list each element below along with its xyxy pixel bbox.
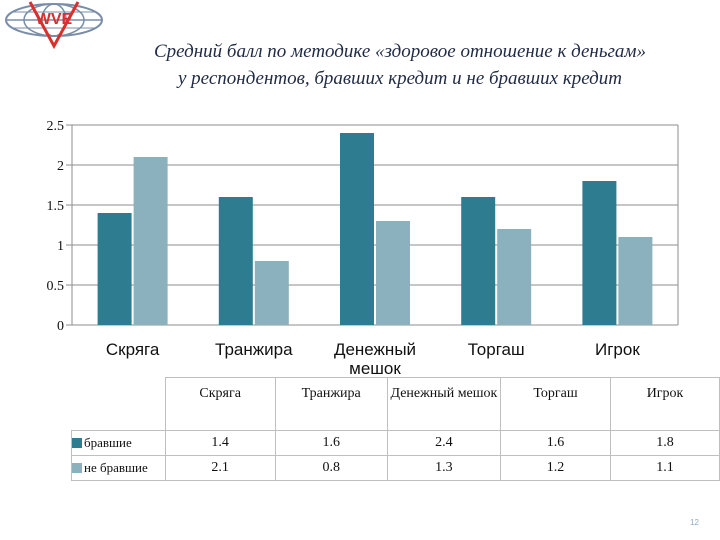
table-header-cell: Торгаш bbox=[499, 377, 612, 431]
table-row-label: не бравшие bbox=[71, 455, 166, 481]
table-cell: 1.6 bbox=[499, 430, 612, 456]
table-cell: 1.2 bbox=[499, 455, 612, 481]
x-category-label: Скряга bbox=[106, 340, 160, 359]
table-cell: 2.1 bbox=[164, 455, 276, 481]
y-tick-label: 1 bbox=[57, 239, 64, 254]
logo: WVE bbox=[5, 1, 103, 50]
table-header-row: Скряга Транжира Денежный мешок Торгаш Иг… bbox=[71, 377, 720, 431]
slide-title-line-1: Средний балл по методике «здоровое отнош… bbox=[153, 41, 647, 62]
bar bbox=[133, 157, 168, 325]
table-cell: 0.8 bbox=[274, 455, 388, 481]
bar bbox=[376, 221, 410, 325]
x-category-label: мешок bbox=[349, 359, 401, 378]
x-category-label: Транжира bbox=[215, 340, 293, 359]
slide-title: Средний балл по методике «здоровое отнош… bbox=[100, 38, 700, 92]
bar bbox=[97, 213, 132, 325]
table-header-cell: Скряга bbox=[164, 377, 276, 431]
table-header-cell: Игрок bbox=[610, 377, 720, 431]
table-header-cell: Транжира bbox=[274, 377, 388, 431]
y-tick-label: 2 bbox=[57, 159, 64, 174]
table-row-label: бравшие bbox=[71, 430, 166, 456]
globe-icon bbox=[5, 1, 103, 50]
legend-label: бравшие bbox=[84, 435, 132, 450]
table-row: бравшие 1.4 1.6 2.4 1.6 1.8 bbox=[71, 430, 720, 456]
x-category-label: Денежный bbox=[334, 340, 416, 359]
legend-key-no-credit bbox=[72, 463, 82, 473]
bar bbox=[618, 237, 653, 325]
bar bbox=[582, 181, 617, 325]
bar bbox=[218, 197, 253, 325]
y-tick-label: 1.5 bbox=[47, 199, 65, 214]
logo-text: WVE bbox=[36, 11, 73, 28]
table-cell: 1.8 bbox=[610, 430, 720, 456]
table-cell: 2.4 bbox=[386, 430, 501, 456]
table-corner-cell bbox=[71, 377, 166, 431]
legend-key-took-credit bbox=[72, 438, 82, 448]
table-cell: 1.4 bbox=[164, 430, 276, 456]
legend-label: не бравшие bbox=[84, 460, 148, 475]
y-tick-label: 2.5 bbox=[47, 119, 65, 134]
bar bbox=[461, 197, 496, 325]
y-tick-label: 0 bbox=[57, 319, 64, 334]
table-cell: 1.6 bbox=[274, 430, 388, 456]
table-cell: 1.3 bbox=[386, 455, 501, 481]
data-table: Скряга Транжира Денежный мешок Торгаш Иг… bbox=[71, 377, 720, 481]
x-category-label: Торгаш bbox=[468, 340, 525, 359]
y-tick-label: 0.5 bbox=[47, 279, 65, 294]
bar bbox=[340, 133, 374, 325]
x-category-label: Игрок bbox=[595, 340, 640, 359]
bar bbox=[497, 229, 532, 325]
table-header-cell: Денежный мешок bbox=[386, 377, 501, 431]
table-row: не бравшие 2.1 0.8 1.3 1.2 1.1 bbox=[71, 455, 720, 481]
bar bbox=[254, 261, 289, 325]
table-cell: 1.1 bbox=[610, 455, 720, 481]
page-number: 12 bbox=[690, 518, 699, 527]
slide-title-line-2: у респондентов, бравших кредит и не брав… bbox=[177, 68, 623, 89]
